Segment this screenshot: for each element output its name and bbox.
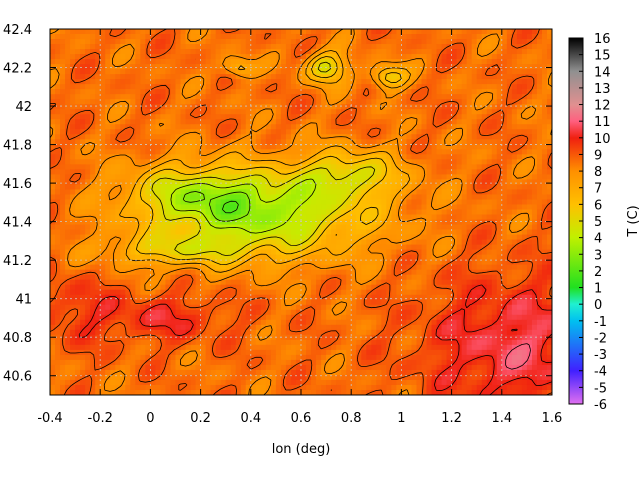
colorbar-tick-label: -2: [594, 331, 607, 346]
colorbar-tick-label: -6: [594, 398, 607, 413]
x-axis: -0.4 -0.2 0 0.2 0.4 0.6 0.8 1 1.2 1.4 1.6: [37, 29, 562, 426]
x-tick-label: 1.4: [491, 411, 512, 426]
colorbar-tick-label: -1: [594, 315, 607, 330]
y-tick-label: 41.2: [3, 254, 32, 269]
colorbar-tick-label: 15: [594, 49, 611, 64]
y-tick-label: 42.2: [3, 62, 32, 77]
colorbar-tick-label: 3: [594, 248, 602, 263]
x-tick-label: 0.4: [240, 411, 261, 426]
y-tick-label: 41.4: [3, 216, 32, 231]
y-tick-label: 40.8: [3, 331, 32, 346]
colorbar-tick-label: 14: [594, 65, 611, 80]
x-tick-label: 1.2: [441, 411, 462, 426]
y-tick-label: 41: [15, 293, 32, 308]
y-tick-label: 42.4: [3, 23, 32, 38]
colorbar-tick-label: 12: [594, 99, 611, 114]
y-tick-label: 40.6: [3, 370, 32, 385]
x-tick-label: 0.8: [341, 411, 362, 426]
y-tick-label: 41.6: [3, 177, 32, 192]
colorbar-tick-label: 5: [594, 215, 602, 230]
colorbar-title: T (C): [626, 205, 640, 237]
colorbar-tick-label: 8: [594, 165, 602, 180]
colorbar-tick-label: 9: [594, 148, 602, 163]
colorbar-tick-label: 7: [594, 182, 602, 197]
colorbar-tick-label: 10: [594, 132, 611, 147]
x-tick-label: 1.6: [542, 411, 563, 426]
y-tick-label: 42: [15, 100, 32, 115]
x-tick-label: 0: [146, 411, 154, 426]
x-tick-label: -0.2: [88, 411, 113, 426]
colorbar-tick-label: -4: [594, 365, 607, 380]
x-axis-title: lon (deg): [272, 442, 331, 457]
colorbar-tick-label: 16: [594, 32, 611, 47]
x-tick-label: 0.6: [291, 411, 312, 426]
colorbar-tick-label: 6: [594, 198, 602, 213]
y-tick-label: 41.8: [3, 139, 32, 154]
x-tick-label: -0.4: [37, 411, 62, 426]
colorbar-tick-label: -3: [594, 348, 607, 363]
colorbar-tick-label: 4: [594, 232, 602, 247]
colorbar-tick-label: -5: [594, 381, 607, 396]
colorbar-tick-label: 13: [594, 82, 611, 97]
colorbar-tick-label: 2: [594, 265, 602, 280]
colorbar-tick-label: 0: [594, 298, 602, 313]
x-tick-label: 1: [397, 411, 405, 426]
x-tick-label: 0.2: [190, 411, 211, 426]
y-axis: 40.6 40.8 41 41.2 41.4 41.6 41.8 42 42.2 42.4: [3, 23, 552, 385]
colorbar-tick-label: 1: [594, 282, 602, 297]
colorbar-tick-label: 11: [594, 115, 611, 130]
grid-lines: [50, 29, 552, 395]
